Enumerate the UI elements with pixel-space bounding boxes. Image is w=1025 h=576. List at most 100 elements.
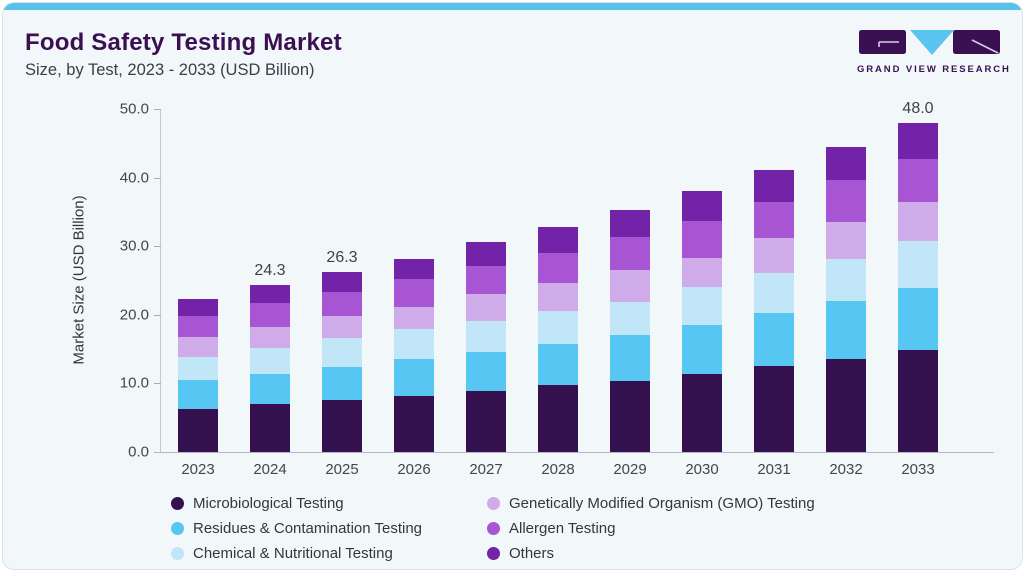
bar-value-label: 48.0	[902, 99, 934, 117]
legend-item: Allergen Testing	[487, 516, 815, 541]
bar-segment	[826, 301, 866, 359]
bar-value-label: 26.3	[326, 248, 358, 266]
bar-segment	[466, 351, 506, 391]
bar-segment	[394, 329, 434, 359]
y-tick-label: 20.0	[119, 306, 149, 324]
bar-segment	[826, 258, 866, 302]
legend-label: Others	[509, 545, 555, 562]
legend-item: Microbiological Testing	[171, 491, 487, 516]
legend-column: Microbiological Testing Residues & Contam…	[171, 491, 487, 566]
y-axis-line	[160, 109, 161, 452]
bar-segment	[610, 237, 650, 271]
legend-label: Chemical & Nutritional Testing	[193, 545, 393, 562]
gvr-logo: GRAND VIEW RESEARCH	[857, 29, 1011, 75]
bar-value-label: 24.3	[254, 262, 286, 280]
bar-segment	[682, 373, 722, 452]
bar-segment	[754, 237, 794, 273]
bar-segment	[538, 253, 578, 283]
bar-segment	[826, 146, 866, 181]
bar-segment	[538, 343, 578, 385]
legend-item: Chemical & Nutritional Testing	[171, 541, 487, 566]
bar-segment	[754, 202, 794, 238]
y-tick-label: 10.0	[119, 374, 149, 392]
bar-segment	[538, 282, 578, 312]
bar-segment	[178, 409, 218, 452]
chart-legend: Microbiological Testing Residues & Contam…	[171, 491, 815, 566]
bar-segment	[538, 384, 578, 452]
bar-segment	[250, 403, 290, 452]
bar-segment	[322, 292, 362, 317]
bar-segment	[250, 285, 290, 304]
bar-segment	[826, 358, 866, 452]
bar-segment	[466, 242, 506, 267]
bar-segment	[394, 279, 434, 308]
bar-segment	[682, 257, 722, 288]
bar-segment	[610, 270, 650, 302]
bar-segment	[826, 180, 866, 223]
bar-segment	[466, 294, 506, 321]
bar-segment	[610, 301, 650, 336]
x-tick-label: 2032	[829, 461, 863, 478]
bar-segment	[178, 299, 218, 317]
card-top-accent	[3, 3, 1022, 10]
bar-segment	[538, 311, 578, 344]
bar-segment	[394, 358, 434, 397]
bar-segment	[682, 191, 722, 221]
y-axis-title: Market Size (USD Billion)	[70, 195, 88, 365]
legend-item: Others	[487, 541, 815, 566]
bar-segment	[178, 379, 218, 410]
x-tick-label: 2033	[901, 461, 935, 478]
logo-r-leg	[971, 39, 999, 54]
bar-segment	[178, 356, 218, 380]
x-tick-label: 2024	[253, 461, 287, 478]
bar-segment	[826, 222, 866, 259]
y-tick-label: 0.0	[128, 443, 149, 461]
x-tick-label: 2027	[469, 461, 503, 478]
bar-segment	[898, 159, 938, 202]
y-tick-label: 30.0	[119, 237, 149, 255]
bar-segment	[754, 170, 794, 203]
bar-segment	[610, 380, 650, 452]
bar-segment	[322, 316, 362, 339]
x-tick-label: 2023	[181, 461, 215, 478]
y-tick-mark	[154, 109, 161, 110]
legend-swatch	[171, 522, 184, 535]
x-tick-label: 2026	[397, 461, 431, 478]
bar-segment	[178, 316, 218, 337]
x-axis-line	[156, 452, 994, 453]
bar-segment	[250, 303, 290, 328]
logo-g-notch	[878, 41, 899, 47]
legend-item: Genetically Modified Organism (GMO) Test…	[487, 491, 815, 516]
bar-segment	[898, 201, 938, 242]
y-tick-mark	[154, 314, 161, 316]
legend-swatch	[487, 547, 500, 560]
y-tick-label: 40.0	[119, 169, 149, 187]
bar-segment	[682, 325, 722, 374]
bar-segment	[898, 288, 938, 351]
bar-segment	[394, 396, 434, 452]
bar-segment	[754, 366, 794, 452]
bar-segment	[178, 336, 218, 357]
bar-segment	[322, 366, 362, 400]
bar-segment	[250, 348, 290, 374]
bar-segment	[322, 399, 362, 452]
bar-segment	[250, 373, 290, 404]
x-tick-label: 2030	[685, 461, 719, 478]
bar-segment	[754, 272, 794, 313]
logo-wordmark: GRAND VIEW RESEARCH	[857, 64, 1011, 75]
legend-label: Microbiological Testing	[193, 495, 344, 512]
bar-segment	[250, 327, 290, 349]
legend-swatch	[171, 497, 184, 510]
x-tick-label: 2031	[757, 461, 791, 478]
bar-segment	[610, 209, 650, 238]
legend-label: Residues & Contamination Testing	[193, 520, 423, 537]
bar-segment	[898, 241, 938, 289]
page-subtitle: Size, by Test, 2023 - 2033 (USD Billion)	[25, 61, 315, 79]
legend-label: Genetically Modified Organism (GMO) Test…	[509, 495, 815, 512]
logo-v-glyph	[910, 30, 954, 55]
bar-segment	[466, 266, 506, 295]
bar-segment	[898, 122, 938, 160]
y-tick-mark	[154, 383, 161, 385]
x-tick-label: 2025	[325, 461, 359, 478]
